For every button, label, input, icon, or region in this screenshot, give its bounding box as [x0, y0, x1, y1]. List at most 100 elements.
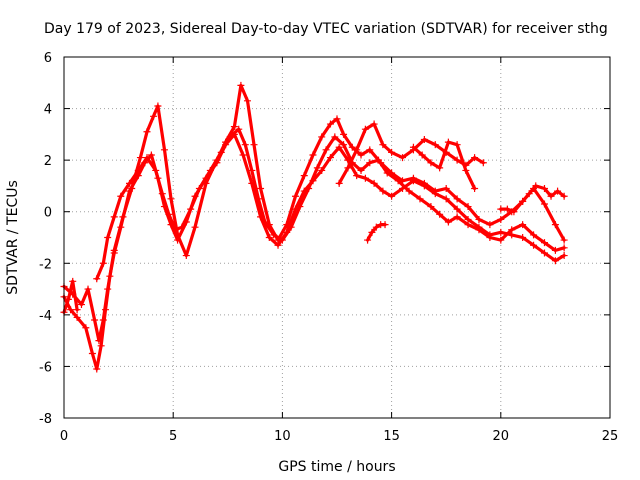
data-point-marker	[532, 182, 540, 190]
data-point-marker	[174, 231, 182, 239]
data-point-marker	[97, 342, 105, 350]
data-point-marker	[361, 174, 369, 182]
data-point-marker	[344, 164, 352, 172]
data-point-marker	[136, 154, 144, 162]
data-point-marker	[374, 156, 382, 164]
data-point-marker	[370, 179, 378, 187]
data-point-marker	[206, 166, 214, 174]
data-point-marker	[475, 215, 483, 223]
x-tick-label: 15	[383, 429, 400, 444]
data-point-marker	[560, 244, 568, 252]
y-tick-label: 4	[44, 103, 52, 118]
x-axis-title: GPS time / hours	[278, 459, 395, 475]
data-point-marker	[479, 159, 487, 167]
data-point-marker	[453, 156, 461, 164]
data-point-marker	[82, 324, 90, 332]
data-point-marker	[388, 148, 396, 156]
data-point-marker	[160, 146, 168, 154]
data-point-marker	[453, 205, 461, 213]
data-point-marker	[182, 252, 190, 260]
data-point-marker	[497, 205, 505, 213]
data-point-marker	[464, 203, 472, 211]
data-point-marker	[296, 203, 304, 211]
data-point-marker	[540, 249, 548, 257]
data-point-marker	[318, 133, 326, 141]
data-point-marker	[436, 164, 444, 172]
data-point-marker	[230, 123, 238, 131]
data-point-marker	[278, 236, 286, 244]
data-point-marker	[431, 141, 439, 149]
data-point-marker	[444, 138, 452, 146]
data-point-marker	[453, 141, 461, 149]
series-line	[337, 122, 485, 185]
data-point-marker	[254, 195, 262, 203]
data-point-marker	[152, 166, 160, 174]
data-point-marker	[248, 166, 256, 174]
data-point-marker	[88, 350, 96, 358]
data-point-marker	[326, 120, 334, 128]
data-point-marker	[379, 141, 387, 149]
data-point-marker	[340, 141, 348, 149]
series-track-3	[93, 125, 568, 283]
data-point-marker	[104, 285, 112, 293]
y-tick-label: -8	[39, 412, 52, 427]
data-point-marker	[444, 218, 452, 226]
series-track-7	[497, 182, 568, 216]
data-point-marker	[379, 187, 387, 195]
data-point-marker	[335, 143, 343, 151]
series-line	[62, 279, 79, 314]
data-point-marker	[525, 190, 533, 198]
plot-frame	[63, 56, 611, 419]
data-point-marker	[69, 277, 77, 285]
data-point-marker	[357, 151, 365, 159]
data-point-marker	[67, 306, 75, 314]
axis-ticks: 0 5 10 15 20 25 -8 -6 -4 -2 0 2 4 6	[39, 51, 618, 444]
data-point-marker	[399, 154, 407, 162]
data-point-marker	[530, 241, 538, 249]
data-point-marker	[431, 187, 439, 195]
data-point-marker	[191, 223, 199, 231]
data-point-marker	[110, 213, 118, 221]
data-point-marker	[462, 166, 470, 174]
data-point-marker	[372, 223, 380, 231]
data-point-marker	[331, 133, 339, 141]
data-point-marker	[283, 221, 291, 229]
data-point-marker	[503, 205, 511, 213]
x-tick-label: 0	[60, 429, 68, 444]
gridlines	[64, 57, 610, 418]
data-point-marker	[167, 195, 175, 203]
data-point-marker	[313, 164, 321, 172]
data-point-marker	[235, 125, 243, 133]
data-point-marker	[442, 185, 450, 193]
data-point-marker	[305, 185, 313, 193]
data-point-marker	[150, 112, 158, 120]
data-point-marker	[171, 226, 179, 234]
data-point-marker	[322, 146, 330, 154]
data-point-marker	[126, 179, 134, 187]
data-point-marker	[420, 136, 428, 144]
data-point-marker	[519, 197, 527, 205]
data-point-marker	[409, 143, 417, 151]
data-point-marker	[110, 246, 118, 254]
data-point-marker	[405, 187, 413, 195]
data-point-marker	[560, 236, 568, 244]
data-point-marker	[510, 208, 518, 216]
data-point-marker	[241, 141, 249, 149]
series-line	[499, 184, 566, 214]
data-point-marker	[95, 337, 103, 345]
data-point-marker	[91, 316, 99, 324]
series-track-4	[335, 120, 487, 187]
data-point-marker	[99, 316, 107, 324]
data-point-marker	[368, 228, 376, 236]
data-point-marker	[287, 223, 295, 231]
data-point-marker	[370, 120, 378, 128]
data-point-marker	[119, 213, 127, 221]
data-point-marker	[560, 192, 568, 200]
series-track-6	[409, 138, 479, 193]
data-point-marker	[348, 143, 356, 151]
data-point-marker	[519, 221, 527, 229]
data-point-marker	[93, 275, 101, 283]
data-point-marker	[497, 236, 505, 244]
data-point-marker	[486, 221, 494, 229]
